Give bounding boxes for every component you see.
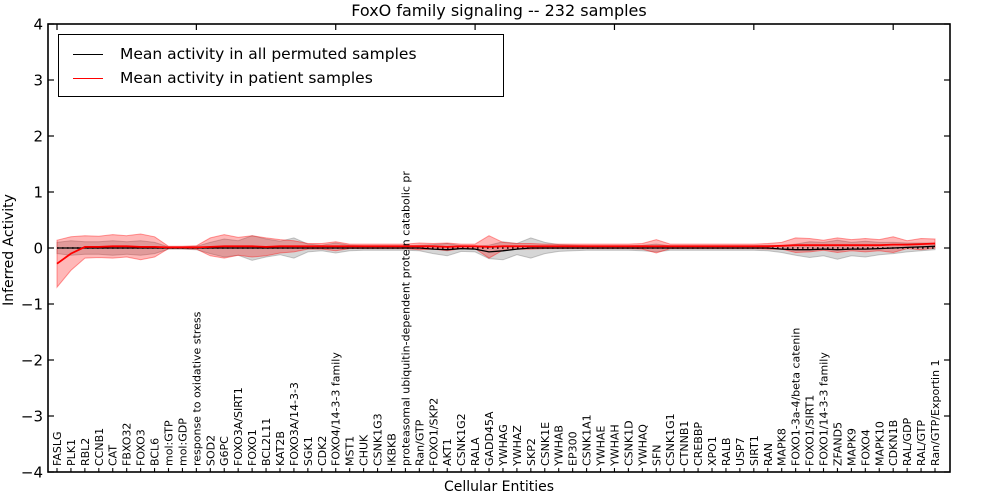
y-tick-label: −1	[21, 296, 43, 314]
x-tick-label: FOXO4/14-3-3 family	[330, 352, 343, 466]
x-tick-label: FBXO32	[121, 423, 134, 466]
x-tick-label: RAN	[762, 443, 775, 466]
x-tick-label: YWHAZ	[511, 425, 524, 467]
x-tick-label: CDKN1B	[887, 420, 900, 466]
x-tick-label: FOXO3A/14-3-3	[288, 382, 301, 466]
y-tick-label: 0	[33, 240, 43, 258]
x-tick-label: XPO1	[706, 436, 719, 466]
x-tick-label: YWHAG	[497, 424, 510, 467]
x-tick-label: MAPK9	[845, 428, 858, 466]
x-tick-label: AKT1	[441, 438, 454, 466]
x-tick-label: MAPK10	[873, 421, 886, 466]
x-axis-label: Cellular Entities	[443, 479, 555, 495]
x-tick-label: ZFAND5	[831, 422, 844, 466]
y-tick-label: 1	[33, 184, 43, 202]
x-tick-label: SFN	[650, 444, 663, 466]
x-tick-label: Ran/GTP/Exportin 1	[929, 359, 942, 466]
patient-band	[56, 233, 936, 289]
x-tick-label: FOXO3A/SIRT1	[232, 387, 245, 466]
axis-ticks	[48, 23, 950, 473]
y-tick-label: 3	[33, 72, 43, 90]
legend-line-permuted-icon	[73, 53, 103, 55]
x-tick-label: KAT2B	[274, 431, 287, 466]
x-tick-label: G6PC	[218, 436, 231, 466]
x-tick-label: response to oxidative stress	[190, 311, 203, 466]
x-tick-label: PLK1	[65, 439, 78, 466]
x-tick-label: YWHAE	[595, 426, 608, 467]
x-tick-label: BCL2L11	[260, 418, 273, 466]
legend-label-permuted: Mean activity in all permuted samples	[120, 45, 417, 63]
x-tick-label: MST1	[344, 436, 357, 466]
x-tick-label: SIRT1	[748, 435, 761, 466]
x-tick-label: mol:GTP	[163, 420, 176, 466]
x-tick-label: proteasomal ubiquitin-dependent protein …	[399, 171, 412, 466]
x-tick-label: YWHAB	[553, 425, 566, 467]
x-tick-label: CCNB1	[93, 428, 106, 466]
y-axis-label: Inferred Activity	[1, 194, 17, 306]
y-tick-label: −4	[21, 464, 43, 482]
legend-line-patient-icon	[73, 77, 103, 79]
y-tick-labels: 4 3 2 1 0 −1 −2 −3 −4	[21, 16, 43, 482]
x-tick-label: FOXO1/SKP2	[427, 398, 440, 466]
x-tick-label: BCL6	[149, 438, 162, 466]
chart-title: FoxO family signaling -- 232 samples	[351, 1, 647, 20]
legend-item-patient: Mean activity in patient samples	[73, 66, 493, 90]
x-tick-label: CHUK	[358, 434, 371, 466]
x-tick-label: CSNK1G2	[455, 413, 468, 466]
x-tick-label: FOXO4	[859, 429, 872, 466]
x-tick-label: YWHAQ	[636, 424, 649, 467]
x-tick-label: EP300	[567, 431, 580, 466]
y-tick-label: −2	[21, 352, 43, 370]
x-tick-label: CSNK1G1	[664, 413, 677, 466]
x-tick-label: RAL/GTP	[915, 420, 928, 466]
x-tick-label: RALB	[720, 438, 733, 466]
x-tick-label: YWHAH	[609, 424, 622, 467]
legend-item-permuted: Mean activity in all permuted samples	[73, 42, 493, 66]
x-tick-label: FOXO1-3a-4/beta catenin	[790, 328, 803, 466]
x-tick-label: SOD2	[204, 435, 217, 466]
x-tick-label: CREBBP	[692, 422, 705, 466]
x-tick-label: GADD45A	[483, 411, 496, 466]
x-tick-label: USP7	[734, 437, 747, 466]
x-tick-label: Ran/GTP	[413, 419, 426, 466]
x-tick-label: IKBKB	[386, 433, 399, 466]
legend-label-patient: Mean activity in patient samples	[120, 69, 373, 87]
permuted-band	[56, 235, 936, 261]
x-tick-label: SGK1	[302, 436, 315, 466]
x-tick-label: CSNK1E	[539, 422, 552, 466]
x-tick-label: CSNK1A1	[581, 414, 594, 466]
y-tick-label: −3	[21, 408, 43, 426]
x-tick-label: RALA	[469, 437, 482, 466]
patient-mean-line	[56, 242, 936, 265]
x-tick-label: FOXO1	[246, 429, 259, 466]
x-tick-label: CSNK1G3	[372, 413, 385, 466]
y-tick-label: 4	[33, 16, 43, 34]
x-tick-label: FASLG	[51, 432, 64, 466]
x-tick-label: RBL2	[79, 438, 92, 466]
x-tick-label: FOXO3	[135, 429, 148, 466]
x-tick-label: MAPK8	[776, 428, 789, 466]
x-tick-label: SKP2	[525, 438, 538, 466]
x-tick-labels: FASLG PLK1 RBL2 CCNB1 CAT FBXO32 FOXO3 BCL6 mol:…	[51, 171, 942, 467]
x-tick-label: CTNNB1	[678, 421, 691, 466]
x-tick-label: RAL/GDP	[901, 417, 914, 466]
y-tick-label: 2	[33, 128, 43, 146]
x-tick-label: FOXO1/14-3-3 family	[818, 352, 831, 466]
legend: Mean activity in all permuted samples Me…	[58, 34, 504, 97]
x-tick-label: CDK2	[316, 436, 329, 466]
x-tick-label: FOXO1/SIRT1	[804, 395, 817, 466]
x-tick-label: CAT	[107, 445, 120, 466]
x-tick-label: CSNK1D	[622, 420, 635, 466]
x-tick-label: mol:GDP	[176, 418, 189, 466]
